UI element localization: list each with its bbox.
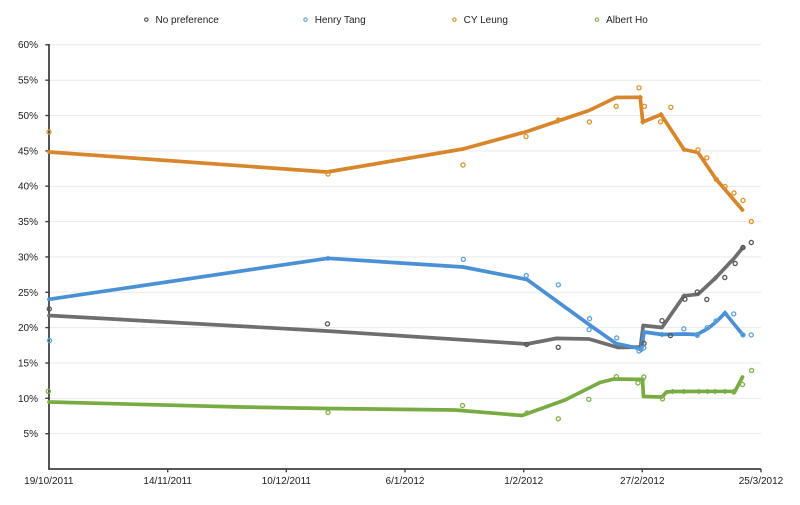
svg-text:15%: 15% <box>18 359 38 370</box>
svg-text:14/11/2011: 14/11/2011 <box>143 476 192 487</box>
svg-text:27/2/2012: 27/2/2012 <box>620 476 665 487</box>
svg-text:20%: 20% <box>18 323 38 334</box>
svg-text:6/1/2012: 6/1/2012 <box>386 476 425 487</box>
svg-text:No preference: No preference <box>156 15 220 26</box>
svg-text:50%: 50% <box>18 111 38 122</box>
svg-text:25/3/2012: 25/3/2012 <box>739 476 784 487</box>
svg-text:25%: 25% <box>18 288 38 299</box>
svg-text:1/2/2012: 1/2/2012 <box>504 476 543 487</box>
svg-text:45%: 45% <box>18 146 38 157</box>
svg-text:Henry Tang: Henry Tang <box>315 15 366 26</box>
svg-text:40%: 40% <box>18 182 38 193</box>
svg-text:19/10/2011: 19/10/2011 <box>24 476 74 487</box>
svg-text:55%: 55% <box>18 76 38 87</box>
svg-text:CY Leung: CY Leung <box>464 15 508 26</box>
svg-text:60%: 60% <box>18 40 38 51</box>
svg-text:10%: 10% <box>18 394 38 405</box>
svg-text:30%: 30% <box>18 252 38 263</box>
svg-text:5%: 5% <box>24 429 39 440</box>
svg-text:10/12/2011: 10/12/2011 <box>262 476 312 487</box>
svg-text:35%: 35% <box>18 217 38 228</box>
svg-text:Albert Ho: Albert Ho <box>606 15 648 26</box>
